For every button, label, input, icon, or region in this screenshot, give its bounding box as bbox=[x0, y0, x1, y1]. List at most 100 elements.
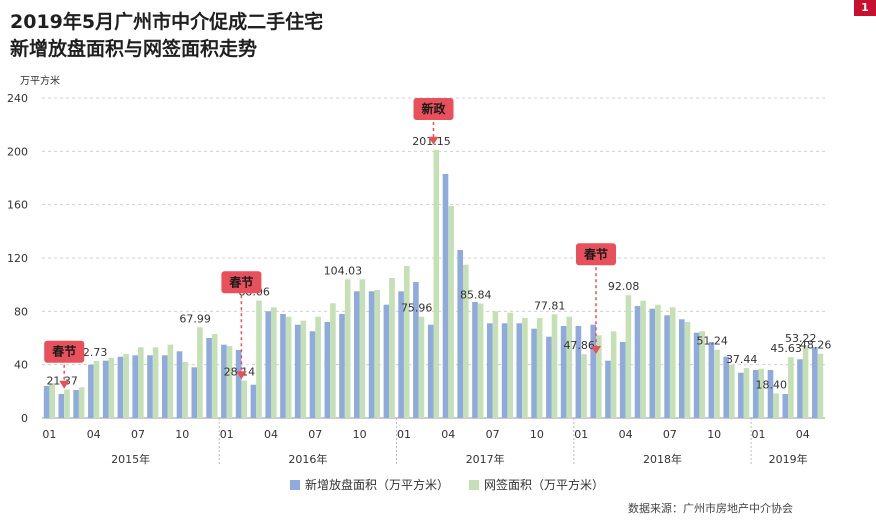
bar-signed bbox=[78, 387, 85, 418]
bar-listing bbox=[664, 315, 670, 418]
data-label: 67.99 bbox=[179, 312, 211, 325]
bar-listing bbox=[250, 384, 257, 418]
bar-listing bbox=[649, 308, 656, 418]
chart-legend: 新增放盘面积（万平方米） 网签面积（万平方米） bbox=[290, 476, 604, 493]
data-label: 18.40 bbox=[756, 379, 788, 392]
bar-signed bbox=[418, 316, 425, 418]
bar-signed bbox=[463, 264, 469, 418]
bar-listing bbox=[812, 347, 818, 418]
bar-signed bbox=[566, 316, 573, 418]
x-tick-label: 04 bbox=[796, 428, 810, 441]
bar-signed bbox=[226, 346, 233, 418]
bar-listing bbox=[723, 356, 729, 418]
bar-signed bbox=[182, 362, 188, 418]
data-label: 51.24 bbox=[696, 335, 728, 348]
bar-signed bbox=[729, 364, 735, 418]
bar-listing bbox=[472, 302, 478, 418]
data-label: 47.86 bbox=[563, 339, 595, 352]
bar-signed bbox=[64, 389, 70, 418]
annotation-label: 春节 bbox=[228, 274, 253, 289]
bar-listing bbox=[147, 355, 153, 418]
x-tick-label: 10 bbox=[353, 428, 367, 441]
bar-signed bbox=[477, 303, 484, 418]
bar-signed bbox=[714, 349, 720, 418]
bar-signed bbox=[581, 354, 587, 418]
bar-listing bbox=[235, 350, 242, 418]
bar-listing bbox=[176, 351, 183, 418]
bar-listing bbox=[398, 291, 404, 418]
annotation-label: 新政 bbox=[421, 101, 446, 116]
bar-signed bbox=[49, 383, 55, 418]
annotation-arrow-head bbox=[428, 136, 439, 145]
bar-signed bbox=[610, 331, 617, 418]
data-label: 53.22 bbox=[785, 332, 817, 345]
bar-listing bbox=[221, 344, 227, 418]
bar-listing bbox=[265, 311, 271, 418]
annotation-box bbox=[44, 340, 85, 363]
chart-title-line1: 2019年5月广州市中介促成二手住宅 bbox=[10, 11, 324, 33]
data-label: 85.84 bbox=[460, 289, 492, 302]
bar-signed bbox=[404, 266, 410, 418]
bar-signed bbox=[640, 300, 646, 418]
data-label: 37.44 bbox=[726, 353, 758, 366]
bar-signed bbox=[167, 344, 174, 418]
y-tick-label: 0 bbox=[21, 412, 28, 425]
bar-listing bbox=[619, 342, 626, 418]
bar-signed bbox=[138, 347, 144, 418]
y-tick-label: 120 bbox=[7, 252, 28, 265]
year-group-label: 2015年 bbox=[111, 452, 150, 466]
bar-signed bbox=[300, 320, 307, 418]
bar-signed bbox=[374, 290, 380, 418]
bar-signed bbox=[389, 278, 395, 418]
bar-signed bbox=[285, 316, 292, 418]
chart-title-line2: 新增放盘面积与网签面积走势 bbox=[10, 38, 258, 60]
y-tick-label: 80 bbox=[14, 305, 28, 318]
y-tick-label: 160 bbox=[7, 199, 28, 212]
bar-listing bbox=[354, 291, 360, 418]
x-tick-label: 07 bbox=[308, 428, 322, 441]
bar-signed bbox=[596, 335, 602, 418]
bar-signed bbox=[197, 327, 203, 418]
bar-signed bbox=[152, 347, 159, 418]
bar-listing bbox=[634, 306, 641, 418]
bar-listing bbox=[102, 360, 109, 418]
bar-signed bbox=[758, 368, 765, 418]
legend-item-listing: 新增放盘面积（万平方米） bbox=[290, 476, 449, 493]
legend-label-listing: 新增放盘面积（万平方米） bbox=[305, 478, 450, 492]
annotation-arrow-head bbox=[59, 380, 70, 389]
bar-signed bbox=[536, 318, 543, 418]
x-tick-label: 04 bbox=[441, 428, 455, 441]
bar-signed bbox=[256, 300, 262, 418]
bar-signed bbox=[684, 322, 691, 418]
bar-listing bbox=[605, 360, 611, 418]
bar-listing bbox=[782, 394, 789, 418]
x-tick-label: 10 bbox=[530, 428, 544, 441]
bar-listing bbox=[339, 314, 345, 418]
bar-listing bbox=[191, 367, 198, 418]
bar-signed bbox=[330, 303, 336, 418]
bar-listing bbox=[206, 338, 212, 418]
x-tick-label: 01 bbox=[397, 428, 411, 441]
bar-signed bbox=[802, 347, 809, 418]
bar-signed bbox=[492, 311, 499, 418]
data-label: 77.81 bbox=[534, 299, 566, 312]
year-group-label: 2019年 bbox=[769, 452, 808, 466]
bar-listing bbox=[679, 319, 685, 418]
x-tick-label: 10 bbox=[707, 428, 721, 441]
bar-listing bbox=[427, 324, 434, 418]
bar-listing bbox=[546, 336, 552, 418]
x-tick-label: 07 bbox=[131, 428, 145, 441]
x-tick-label: 07 bbox=[486, 428, 500, 441]
bar-listing bbox=[413, 282, 419, 418]
legend-swatch-listing bbox=[290, 479, 300, 490]
bar-listing bbox=[162, 355, 168, 418]
bar-listing bbox=[117, 356, 124, 418]
bar-listing bbox=[383, 304, 390, 418]
bar-signed bbox=[773, 393, 779, 418]
data-label: 48.26 bbox=[800, 339, 832, 352]
bar-listing bbox=[501, 323, 508, 418]
page-number-badge: 1 bbox=[854, 0, 876, 16]
bar-signed bbox=[551, 314, 558, 418]
bar-signed bbox=[93, 361, 100, 418]
x-tick-label: 01 bbox=[220, 428, 234, 441]
